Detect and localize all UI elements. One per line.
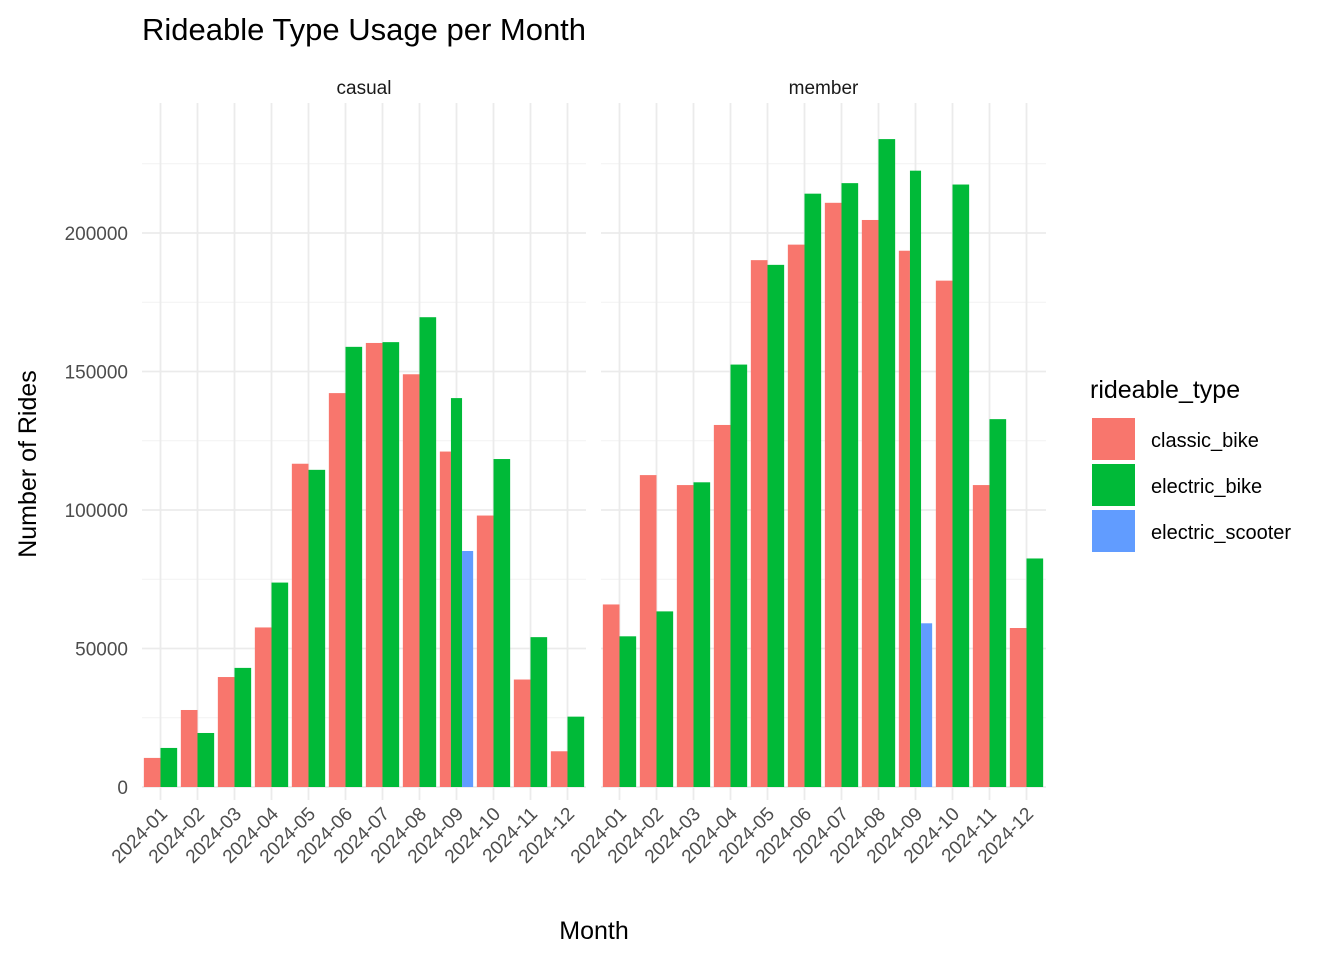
- bar-casual-electric_bike-2024-08: [419, 317, 437, 787]
- bar-casual-electric_bike-2024-04: [271, 582, 289, 787]
- bar-member-electric_bike-2024-02: [656, 611, 674, 787]
- facet-label-member: member: [789, 78, 859, 99]
- legend-key-electric_bike: [1092, 464, 1135, 506]
- bar-member-electric_bike-2024-01: [619, 636, 637, 787]
- bar-member-classic_bike-2024-09: [898, 250, 910, 787]
- bar-member-classic_bike-2024-03: [676, 485, 694, 787]
- plot-layer: casual2024-012024-022024-032024-042024-0…: [65, 78, 1046, 868]
- bar-casual-classic_bike-2024-11: [513, 679, 531, 787]
- bar-casual-classic_bike-2024-06: [328, 393, 346, 787]
- y-tick-label: 100000: [65, 501, 128, 522]
- bar-casual-electric_bike-2024-07: [382, 342, 400, 787]
- bar-casual-electric_bike-2024-12: [567, 716, 585, 787]
- bar-member-electric_bike-2024-05: [767, 264, 785, 788]
- bar-member-classic_bike-2024-12: [1009, 628, 1027, 787]
- bar-member-classic_bike-2024-08: [861, 219, 879, 787]
- legend-key-electric_scooter: [1092, 510, 1135, 552]
- bar-member-electric_bike-2024-11: [989, 419, 1007, 787]
- bar-member-electric_bike-2024-10: [952, 184, 970, 787]
- legend-label-electric_bike: electric_bike: [1151, 476, 1262, 498]
- bar-member-electric_bike-2024-09: [909, 170, 922, 788]
- facet-label-casual: casual: [337, 78, 392, 99]
- bar-casual-classic_bike-2024-05: [291, 463, 309, 787]
- bar-member-electric_scooter-2024-09: [921, 623, 933, 787]
- bar-member-classic_bike-2024-10: [935, 280, 953, 787]
- bar-casual-classic_bike-2024-01: [143, 757, 161, 787]
- bar-member-electric_bike-2024-12: [1026, 558, 1044, 787]
- bar-casual-electric_bike-2024-11: [530, 637, 548, 787]
- bar-casual-classic_bike-2024-12: [550, 751, 568, 787]
- bar-member-classic_bike-2024-04: [713, 424, 731, 787]
- bar-casual-electric_bike-2024-03: [234, 667, 252, 787]
- bar-casual-electric_bike-2024-09: [450, 398, 463, 787]
- chart-title: Rideable Type Usage per Month: [142, 12, 586, 47]
- y-tick-label: 150000: [65, 363, 128, 384]
- bar-member-classic_bike-2024-01: [602, 604, 620, 787]
- bar-member-electric_bike-2024-06: [804, 193, 822, 787]
- bar-casual-electric_bike-2024-05: [308, 469, 326, 787]
- bar-member-classic_bike-2024-02: [639, 475, 657, 787]
- bar-member-classic_bike-2024-07: [824, 202, 842, 787]
- legend-title: rideable_type: [1090, 376, 1240, 404]
- y-tick-label: 0: [117, 778, 128, 799]
- bar-casual-classic_bike-2024-07: [365, 342, 383, 787]
- x-axis-title: Month: [559, 917, 628, 945]
- bar-casual-classic_bike-2024-04: [254, 627, 272, 787]
- bar-member-electric_bike-2024-07: [841, 183, 859, 787]
- bar-member-electric_bike-2024-03: [693, 482, 711, 787]
- bar-casual-classic_bike-2024-10: [476, 515, 494, 787]
- bar-casual-classic_bike-2024-09: [439, 451, 451, 787]
- y-tick-label: 200000: [65, 224, 128, 245]
- bar-casual-classic_bike-2024-08: [402, 374, 420, 787]
- bar-casual-electric_bike-2024-02: [197, 732, 215, 787]
- bar-casual-electric_bike-2024-10: [493, 459, 511, 787]
- bar-member-classic_bike-2024-11: [972, 485, 990, 787]
- bar-casual-electric_bike-2024-01: [160, 747, 178, 787]
- legend: classic_bike electric_bike electric_scoote…: [1092, 418, 1291, 552]
- bar-member-electric_bike-2024-04: [730, 364, 748, 787]
- y-axis-title: Number of Rides: [14, 370, 42, 558]
- legend-label-classic_bike: classic_bike: [1151, 430, 1259, 452]
- bar-casual-classic_bike-2024-03: [217, 677, 235, 787]
- y-tick-label: 50000: [75, 640, 128, 661]
- bar-member-classic_bike-2024-05: [750, 260, 768, 787]
- bar-casual-electric_bike-2024-06: [345, 346, 363, 787]
- bar-member-classic_bike-2024-06: [787, 244, 805, 787]
- bar-casual-electric_scooter-2024-09: [462, 550, 474, 787]
- legend-label-electric_scooter: electric_scooter: [1151, 522, 1291, 544]
- bar-member-electric_bike-2024-08: [878, 139, 896, 788]
- legend-key-classic_bike: [1092, 418, 1135, 460]
- bar-casual-classic_bike-2024-02: [180, 709, 198, 787]
